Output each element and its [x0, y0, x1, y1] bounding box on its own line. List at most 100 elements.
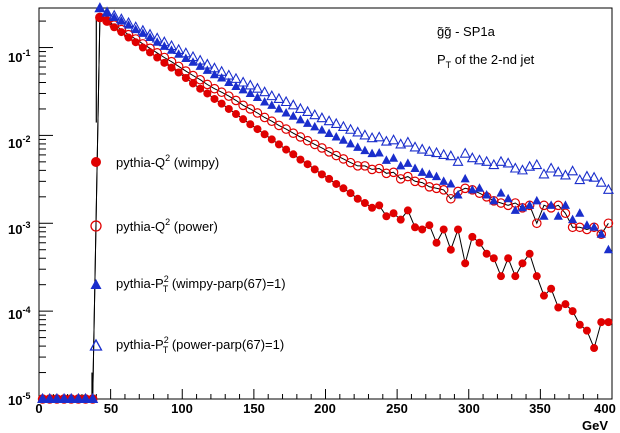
data-point: [454, 225, 463, 234]
data-point: [274, 103, 284, 113]
data-point: [224, 104, 233, 113]
data-point: [294, 102, 306, 114]
data-point: [532, 272, 541, 281]
y-tick-label: 10-3: [8, 220, 30, 237]
data-point: [317, 125, 327, 134]
data-point: [281, 107, 291, 117]
data-point: [466, 152, 478, 163]
data-point: [539, 291, 548, 300]
data-point: [216, 65, 228, 76]
data-point: [317, 170, 326, 179]
data-point: [395, 174, 406, 184]
data-point: [260, 130, 269, 139]
data-point: [552, 166, 564, 177]
data-point: [367, 164, 377, 175]
data-point: [367, 148, 377, 158]
data-point: [518, 259, 527, 268]
data-point: [165, 39, 178, 51]
data-point: [489, 195, 499, 205]
data-point: [423, 145, 435, 156]
data-point: [324, 128, 334, 138]
data-point: [531, 158, 543, 170]
data-point: [239, 115, 248, 124]
data-point: [144, 28, 156, 39]
data-point: [504, 254, 513, 263]
data-point: [567, 165, 579, 176]
data-point: [317, 143, 327, 153]
data-point: [103, 17, 112, 26]
x-tick-label: 50: [104, 401, 118, 416]
data-point: [453, 189, 463, 199]
data-point: [345, 138, 356, 148]
data-point: [582, 220, 592, 229]
data-point: [124, 33, 133, 42]
data-point: [388, 167, 399, 178]
data-point: [568, 307, 577, 316]
data-point: [353, 194, 362, 203]
data-point: [238, 84, 248, 94]
data-point: [310, 121, 320, 131]
data-point: [173, 61, 184, 72]
data-point: [52, 394, 62, 403]
data-point: [446, 178, 456, 188]
y-tick-label: 10-5: [8, 391, 30, 408]
data-point: [403, 171, 413, 182]
data-point: [588, 171, 600, 182]
data-point: [545, 162, 557, 173]
data-point: [316, 112, 328, 123]
data-point: [188, 79, 197, 88]
data-point: [546, 200, 556, 209]
data-point: [339, 184, 348, 193]
data-point: [45, 394, 55, 403]
data-point: [282, 145, 291, 154]
y-tick-label: 10-4: [8, 305, 30, 322]
data-point: [325, 174, 334, 183]
data-point: [131, 38, 140, 47]
data-point: [187, 50, 199, 62]
data-point: [108, 9, 120, 20]
data-point: [375, 201, 384, 210]
data-point: [309, 109, 321, 120]
data-point: [102, 16, 112, 26]
axis-ticks: [38, 20, 613, 400]
data-point: [553, 200, 564, 211]
data-point: [524, 160, 536, 171]
data-point: [575, 208, 585, 217]
data-point: [288, 111, 298, 120]
legend-marker-open-circle: [90, 220, 102, 232]
data-point: [115, 13, 127, 24]
data-point: [539, 211, 549, 220]
data-point: [438, 185, 449, 195]
data-point: [582, 326, 591, 335]
data-point: [489, 254, 498, 263]
data-point: [467, 184, 477, 194]
data-point: [203, 89, 212, 98]
data-point: [511, 272, 520, 281]
legend-label-3: pythia-P2 T (wimpy-parp(67)=1): [116, 274, 286, 294]
data-point: [590, 344, 599, 353]
data-point: [575, 320, 584, 329]
data-point: [130, 34, 141, 44]
data-point: [431, 183, 442, 194]
data-point: [403, 158, 413, 167]
data-point: [510, 205, 520, 214]
data-point: [252, 108, 263, 118]
data-point: [554, 303, 563, 312]
data-point: [345, 123, 357, 134]
data-point: [460, 173, 470, 183]
data-point: [102, 7, 112, 17]
x-tick-label: 350: [529, 401, 551, 416]
data-point: [596, 229, 606, 238]
data-point: [37, 392, 49, 404]
data-point: [302, 118, 313, 127]
data-point: [568, 214, 578, 224]
data-point: [517, 202, 528, 212]
data-point: [475, 238, 484, 247]
data-point: [245, 88, 255, 97]
x-tick-label: 400: [594, 401, 616, 416]
x-tick-label: 0: [35, 401, 42, 416]
data-point: [396, 160, 406, 170]
data-point: [73, 394, 83, 403]
data-point: [209, 69, 220, 79]
